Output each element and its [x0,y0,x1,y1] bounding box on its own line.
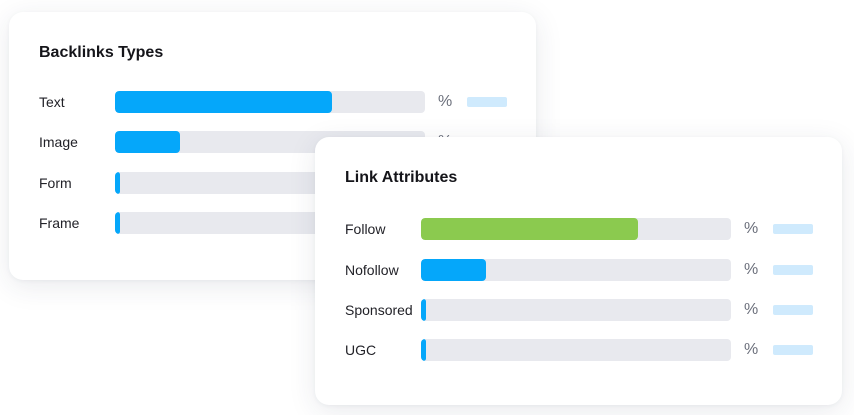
progress-track [115,91,425,113]
percent-symbol: % [744,220,759,237]
progress-track [421,218,731,240]
row-label: Text [39,94,65,110]
progress-track [421,339,731,361]
backlinks-types-title: Backlinks Types [39,44,164,61]
link-attributes-title: Link Attributes [345,169,458,186]
progress-fill [115,212,120,234]
row-label: Sponsored [345,302,413,318]
progress-fill [115,91,332,113]
value-placeholder [773,224,813,234]
progress-fill [421,218,638,240]
progress-fill [421,299,426,321]
row-label: Form [39,175,72,191]
row-label: UGC [345,342,377,358]
progress-track [421,299,731,321]
value-placeholder [773,305,813,315]
progress-fill [115,172,120,194]
row-label: Nofollow [345,262,399,278]
progress-fill [421,339,426,361]
value-placeholder [773,265,813,275]
progress-fill [421,259,487,281]
row-label: Image [39,134,78,150]
percent-symbol: % [744,341,759,358]
percent-symbol: % [744,301,759,318]
percent-symbol: % [438,93,453,110]
value-placeholder [773,345,813,355]
progress-fill [115,131,181,153]
value-placeholder [467,97,507,107]
link-attributes-card: Link Attributes Follow % Nofollow % Spon… [315,137,842,405]
progress-track [421,259,731,281]
row-label: Frame [39,215,80,231]
percent-symbol: % [744,261,759,278]
row-label: Follow [345,221,386,237]
